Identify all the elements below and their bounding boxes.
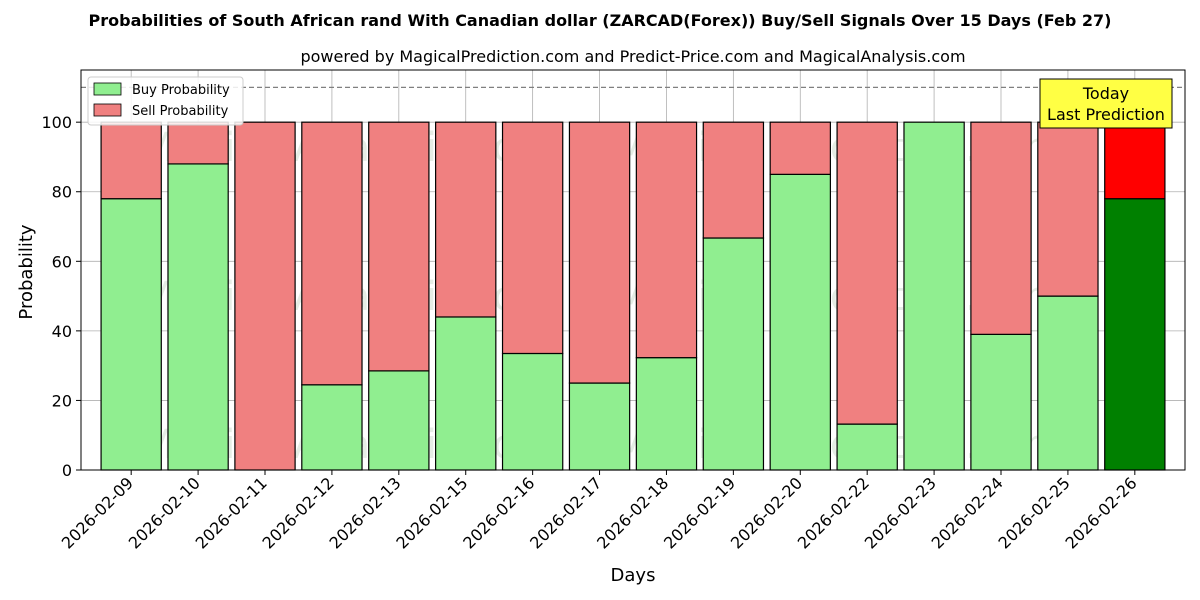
plot-frame: [80, 69, 1186, 471]
x-axis-ticks: 2026-02-092026-02-102026-02-112026-02-12…: [58, 470, 1141, 553]
bar-buy-2026-02-18: [635, 357, 698, 471]
bar-sell-2026-02-20: [769, 121, 831, 175]
chart-subtitle: powered by MagicalPrediction.com and Pre…: [300, 47, 965, 66]
bar-buy-2026-02-23: [903, 121, 965, 471]
y-tick-label: 60: [52, 252, 72, 271]
today-annotation: Today Last Prediction: [1039, 78, 1173, 129]
legend-swatch-buy: [93, 82, 122, 96]
bar-sell-2026-02-25: [1037, 121, 1099, 297]
bar-sell-2026-02-19: [702, 121, 765, 239]
bar-sell-2026-02-16: [501, 121, 564, 355]
bar-buy-2026-02-12: [301, 384, 363, 471]
legend-label-buy: Buy Probability: [132, 83, 230, 98]
y-tick-label: 100: [41, 113, 72, 132]
bar-buy-2026-02-26: [1104, 198, 1166, 471]
bar-sell-2026-02-12: [301, 121, 363, 386]
bar-buy-2026-02-15: [435, 316, 497, 471]
y-tick-label: 0: [62, 461, 72, 480]
y-tick-label: 80: [52, 183, 72, 202]
annotation-box: [1039, 78, 1173, 129]
bar-buy-2026-02-19: [702, 237, 765, 471]
bar-sell-2026-02-15: [435, 121, 497, 318]
bar-sell-2026-02-09: [100, 121, 162, 200]
bar-buy-2026-02-24: [970, 333, 1032, 471]
y-tick-label: 40: [52, 322, 72, 341]
bar-buy-2026-02-10: [167, 163, 229, 471]
bar-buy-2026-02-13: [368, 370, 430, 471]
bar-sell-2026-02-26: [1104, 121, 1166, 200]
y-tick-label: 20: [52, 391, 72, 410]
bar-buy-2026-02-25: [1037, 295, 1099, 471]
y-axis-label: Probability: [16, 224, 37, 319]
annotation-line-1: Today: [1082, 84, 1129, 103]
bar-sell-2026-02-24: [970, 121, 1032, 335]
bar-sell-2026-02-17: [568, 121, 631, 384]
legend-box: [87, 76, 244, 126]
legend: Buy Probability Sell Probability: [87, 76, 244, 126]
x-axis-label: Days: [611, 565, 656, 586]
bar-buy-2026-02-09: [100, 198, 162, 471]
bar-buy-2026-02-17: [568, 382, 631, 471]
annotation-line-2: Last Prediction: [1047, 105, 1165, 124]
bar-buy-2026-02-20: [769, 173, 831, 471]
bar-layer: [100, 121, 1166, 471]
bar-sell-2026-02-11: [234, 121, 296, 471]
chart-title: Probabilities of South African rand With…: [89, 11, 1112, 30]
bar-sell-2026-02-13: [368, 121, 430, 372]
legend-label-sell: Sell Probability: [132, 104, 229, 119]
x-tick-label: 2026-02-26: [1061, 473, 1140, 552]
bar-sell-2026-02-18: [635, 121, 698, 359]
bar-sell-2026-02-10: [167, 121, 229, 165]
legend-swatch-sell: [93, 103, 122, 117]
bar-buy-2026-02-16: [501, 352, 564, 471]
bar-buy-2026-02-22: [836, 423, 898, 471]
y-axis-ticks: 0 20 40 60 80 100: [41, 113, 81, 480]
bar-sell-2026-02-22: [836, 121, 898, 425]
